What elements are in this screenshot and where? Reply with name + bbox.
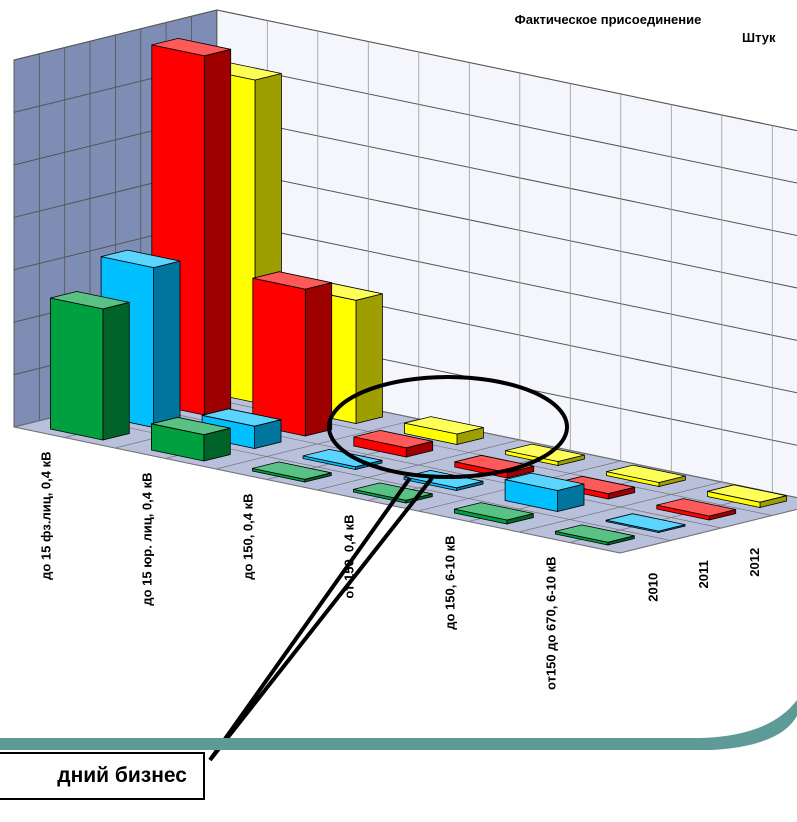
- bar-top: [707, 484, 787, 503]
- bar-top: [202, 408, 282, 427]
- series-label: 2011: [696, 560, 711, 588]
- x-tick-label: от150 до 670, 6-10 кВ: [544, 557, 559, 691]
- floor-grid: [13, 426, 621, 554]
- bars: [50, 37, 787, 546]
- bar-top: [555, 475, 635, 495]
- bar: [707, 484, 787, 509]
- series-label: 2012: [747, 548, 762, 577]
- bar: [555, 524, 635, 546]
- bar-front: [252, 277, 306, 437]
- x-tick-label: до 15 юр. лиц, 0,4 кВ: [140, 473, 155, 606]
- bar-top: [505, 472, 585, 491]
- bar-top: [606, 513, 686, 532]
- bar-top: [151, 37, 231, 57]
- bar-top: [353, 482, 433, 501]
- bar: [251, 461, 332, 483]
- bar: [252, 271, 333, 437]
- x-tick-label: до 150, 0,4 кВ: [241, 494, 256, 580]
- bar: [404, 416, 484, 446]
- bar-top: [555, 524, 635, 543]
- bar: [353, 429, 434, 458]
- bar-side: [102, 301, 130, 441]
- x-tick-label: до 15 фз.лиц, 0,4 кВ: [39, 452, 54, 580]
- bar-side: [203, 48, 232, 416]
- x-tick-label: до 150, 6-10 кВ: [443, 536, 458, 630]
- bar-top: [101, 249, 181, 269]
- bar: [453, 502, 534, 525]
- bar: [606, 464, 686, 488]
- bar-top: [151, 416, 231, 436]
- chart-title: Фактическое присоединение: [515, 12, 702, 27]
- callout-label: дний бизнес: [57, 764, 187, 787]
- bar-top: [606, 464, 686, 483]
- bar: [504, 472, 585, 513]
- bar-side: [304, 282, 333, 437]
- callout-ellipse: [327, 375, 569, 479]
- y-axis-title: Штук: [742, 30, 776, 45]
- callout-box: дний бизнес: [0, 752, 205, 800]
- bar-top: [656, 498, 736, 517]
- series-axis-labels: 2013201220112010: [645, 548, 762, 602]
- callout-pointer: [208, 476, 434, 762]
- callout-decoration: [0, 375, 797, 762]
- bar: [50, 291, 130, 441]
- decor-band: [0, 700, 797, 750]
- bar-front: [50, 297, 104, 441]
- bar: [605, 513, 686, 534]
- bar-top: [404, 416, 484, 435]
- bar-top: [252, 271, 332, 290]
- bar-side: [153, 260, 181, 429]
- bar-top: [353, 429, 433, 449]
- series-label: 2010: [645, 573, 660, 602]
- bar: [150, 416, 231, 462]
- bar-side: [355, 293, 383, 425]
- bar-top: [252, 461, 332, 480]
- bar: [656, 498, 737, 521]
- bar-top: [454, 502, 534, 521]
- bar: [505, 443, 585, 467]
- bar-top: [50, 291, 130, 310]
